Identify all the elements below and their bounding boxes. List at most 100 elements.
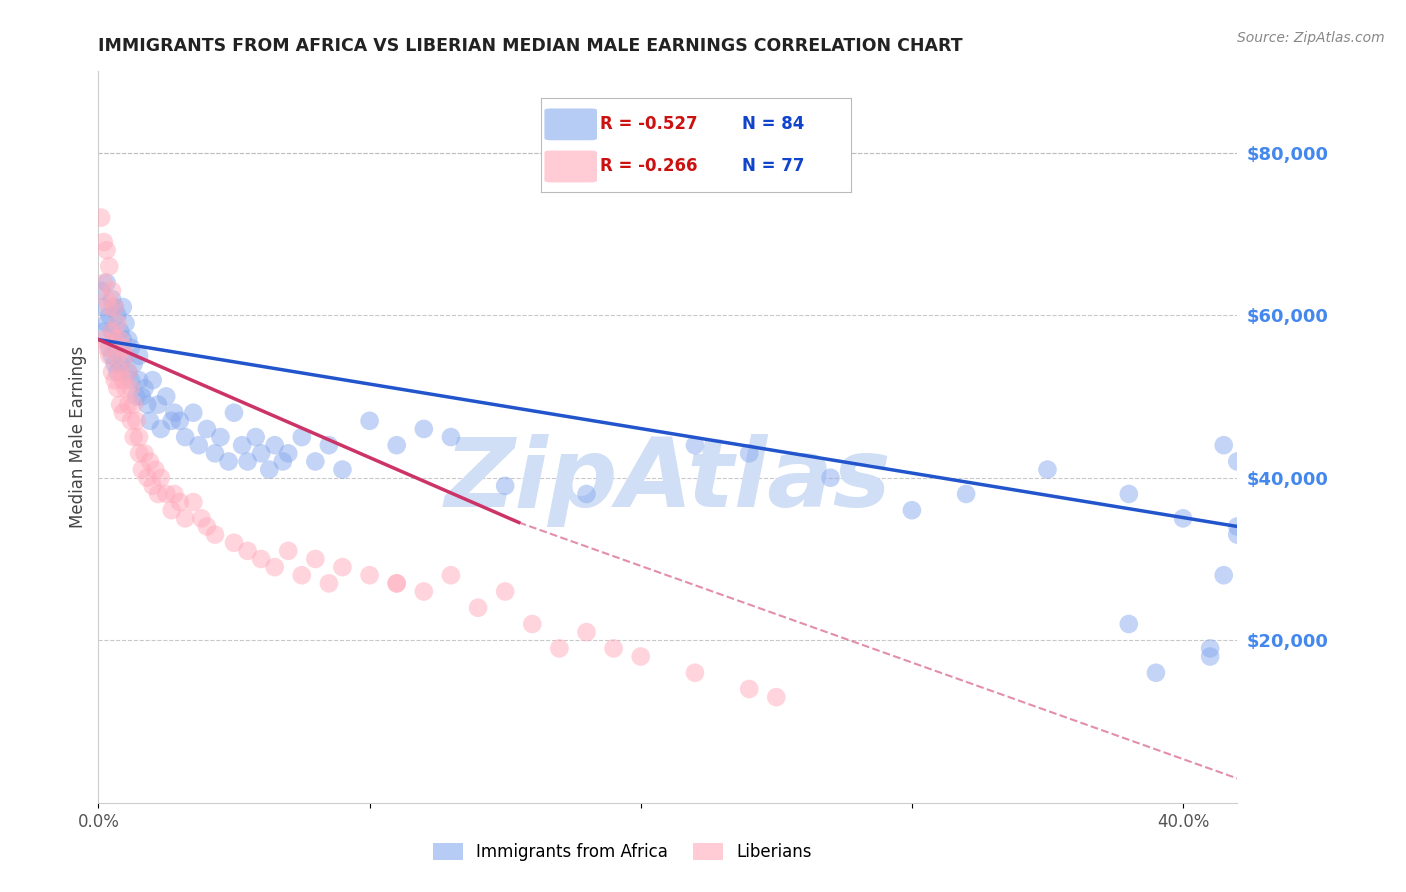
Point xyxy=(122,398,145,412)
Point xyxy=(1144,665,1167,680)
Point xyxy=(291,568,314,582)
Point xyxy=(1036,462,1059,476)
Point xyxy=(128,430,150,444)
Point xyxy=(332,560,354,574)
Point xyxy=(128,373,150,387)
Point xyxy=(96,316,118,330)
Point xyxy=(114,349,136,363)
Point xyxy=(1199,649,1222,664)
Point xyxy=(93,333,115,347)
Point xyxy=(738,681,761,696)
Point xyxy=(359,414,381,428)
Point xyxy=(108,333,131,347)
Point xyxy=(1199,641,1222,656)
Point xyxy=(174,511,197,525)
Point xyxy=(120,373,142,387)
Point xyxy=(155,389,177,403)
FancyBboxPatch shape xyxy=(544,151,598,183)
Point xyxy=(1118,617,1140,632)
Point xyxy=(187,438,209,452)
Point xyxy=(136,398,159,412)
Point xyxy=(98,300,121,314)
Point xyxy=(93,276,115,290)
Point xyxy=(108,357,131,371)
Point xyxy=(101,365,124,379)
Point xyxy=(122,430,145,444)
Point xyxy=(108,325,131,339)
Point xyxy=(236,544,259,558)
Point xyxy=(114,349,136,363)
Point xyxy=(359,568,381,582)
Point xyxy=(117,333,139,347)
Point xyxy=(122,357,145,371)
Point xyxy=(548,641,571,656)
Point xyxy=(263,438,285,452)
Point xyxy=(96,341,118,355)
Point xyxy=(250,446,273,460)
Point xyxy=(1212,568,1234,582)
Point xyxy=(195,422,218,436)
Point xyxy=(131,389,153,403)
Point xyxy=(96,292,118,306)
Point xyxy=(120,414,142,428)
Point xyxy=(901,503,924,517)
Point xyxy=(93,235,115,249)
Point xyxy=(1226,519,1249,533)
Point xyxy=(277,544,299,558)
Point xyxy=(332,462,354,476)
Point xyxy=(195,519,218,533)
Y-axis label: Median Male Earnings: Median Male Earnings xyxy=(69,346,87,528)
Point xyxy=(1212,438,1234,452)
Point xyxy=(104,300,127,314)
Point xyxy=(142,479,165,493)
FancyBboxPatch shape xyxy=(544,109,598,140)
Point xyxy=(98,308,121,322)
Point xyxy=(93,300,115,314)
Text: ZipAtlas: ZipAtlas xyxy=(444,434,891,527)
Point xyxy=(134,381,156,395)
Point xyxy=(96,276,118,290)
Point xyxy=(149,471,172,485)
Point xyxy=(683,665,706,680)
Point xyxy=(120,381,142,395)
Point xyxy=(412,422,434,436)
Point xyxy=(117,365,139,379)
Point xyxy=(1171,511,1194,525)
Point xyxy=(955,487,977,501)
Point xyxy=(683,438,706,452)
Point xyxy=(101,325,124,339)
Point xyxy=(139,414,162,428)
Point xyxy=(155,487,177,501)
Point xyxy=(142,373,165,387)
Point xyxy=(183,495,205,509)
Point xyxy=(125,414,148,428)
Point xyxy=(93,325,115,339)
Text: R = -0.527: R = -0.527 xyxy=(600,115,697,133)
Point xyxy=(204,446,226,460)
Point xyxy=(160,503,183,517)
Point xyxy=(467,600,489,615)
Point xyxy=(630,649,652,664)
Point xyxy=(104,357,127,371)
Point xyxy=(98,260,121,274)
Point xyxy=(385,576,408,591)
Point xyxy=(101,325,124,339)
Point xyxy=(575,487,598,501)
Point xyxy=(136,471,159,485)
Point xyxy=(90,211,112,225)
Point xyxy=(120,341,142,355)
Point xyxy=(117,365,139,379)
Point xyxy=(104,373,127,387)
Point xyxy=(385,438,408,452)
Point xyxy=(820,471,842,485)
Text: Source: ZipAtlas.com: Source: ZipAtlas.com xyxy=(1237,31,1385,45)
Point xyxy=(131,462,153,476)
Point xyxy=(98,341,121,355)
Point xyxy=(190,511,212,525)
Point xyxy=(163,406,186,420)
Point xyxy=(107,308,129,322)
Point xyxy=(101,284,124,298)
Point xyxy=(263,560,285,574)
Point xyxy=(111,333,134,347)
Point xyxy=(218,454,240,468)
